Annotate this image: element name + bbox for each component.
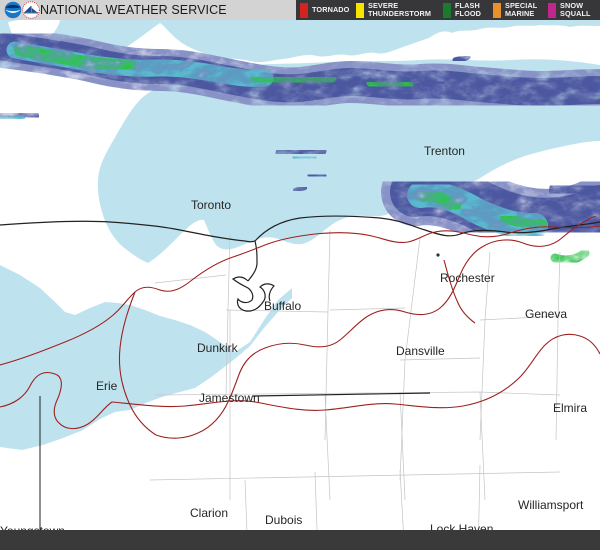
svg-text:Williamsport: Williamsport: [518, 498, 584, 512]
svg-text:Trenton: Trenton: [424, 144, 465, 158]
svg-text:Toronto: Toronto: [191, 198, 231, 212]
svg-text:Rochester: Rochester: [440, 271, 495, 285]
svg-text:Buffalo: Buffalo: [264, 299, 301, 313]
svg-text:Erie: Erie: [96, 379, 118, 393]
svg-text:Dansville: Dansville: [396, 344, 445, 358]
svg-text:Geneva: Geneva: [525, 307, 567, 321]
svg-text:Dubois: Dubois: [265, 513, 302, 527]
svg-text:Dunkirk: Dunkirk: [197, 341, 239, 355]
svg-text:Jamestown: Jamestown: [199, 391, 260, 405]
svg-text:Lock Haven: Lock Haven: [430, 522, 493, 530]
svg-text:Clarion: Clarion: [190, 506, 228, 520]
svg-text:Elmira: Elmira: [553, 401, 587, 415]
